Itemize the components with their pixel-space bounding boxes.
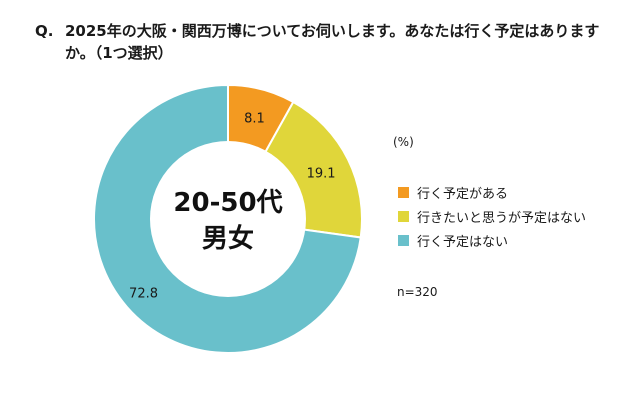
- legend-swatch: [398, 211, 409, 222]
- legend-label: 行きたいと思うが予定はない: [417, 211, 587, 226]
- sample-size: n=320: [397, 285, 438, 299]
- center-label-line2: 男女: [202, 223, 254, 254]
- legend-item: 行く予定はない: [398, 231, 586, 250]
- legend-item: 行く予定がある: [398, 183, 586, 202]
- legend-swatch: [398, 187, 409, 198]
- center-label-line1: 20-50代: [173, 188, 282, 218]
- legend: 行く予定がある 行きたいと思うが予定はない 行く予定はない: [398, 183, 586, 255]
- legend-item: 行きたいと思うが予定はない: [398, 207, 586, 226]
- slice-label-group: 8.1 19.1 72.8: [129, 111, 336, 301]
- legend-label: 行く予定はない: [417, 235, 509, 250]
- donut-hole: [150, 141, 306, 297]
- slice-value-label: 8.1: [244, 111, 265, 126]
- question-prefix: Q.: [35, 22, 54, 40]
- legend-label: 行く予定がある: [417, 187, 509, 202]
- legend-swatch: [398, 235, 409, 246]
- slice-value-label: 72.8: [129, 287, 158, 302]
- unit-label: (%): [393, 135, 414, 149]
- question-text: 2025年の大阪・関西万博についてお伺いします。あなたは行く予定はありますか。（…: [65, 22, 600, 62]
- slice-value-label: 19.1: [307, 167, 336, 182]
